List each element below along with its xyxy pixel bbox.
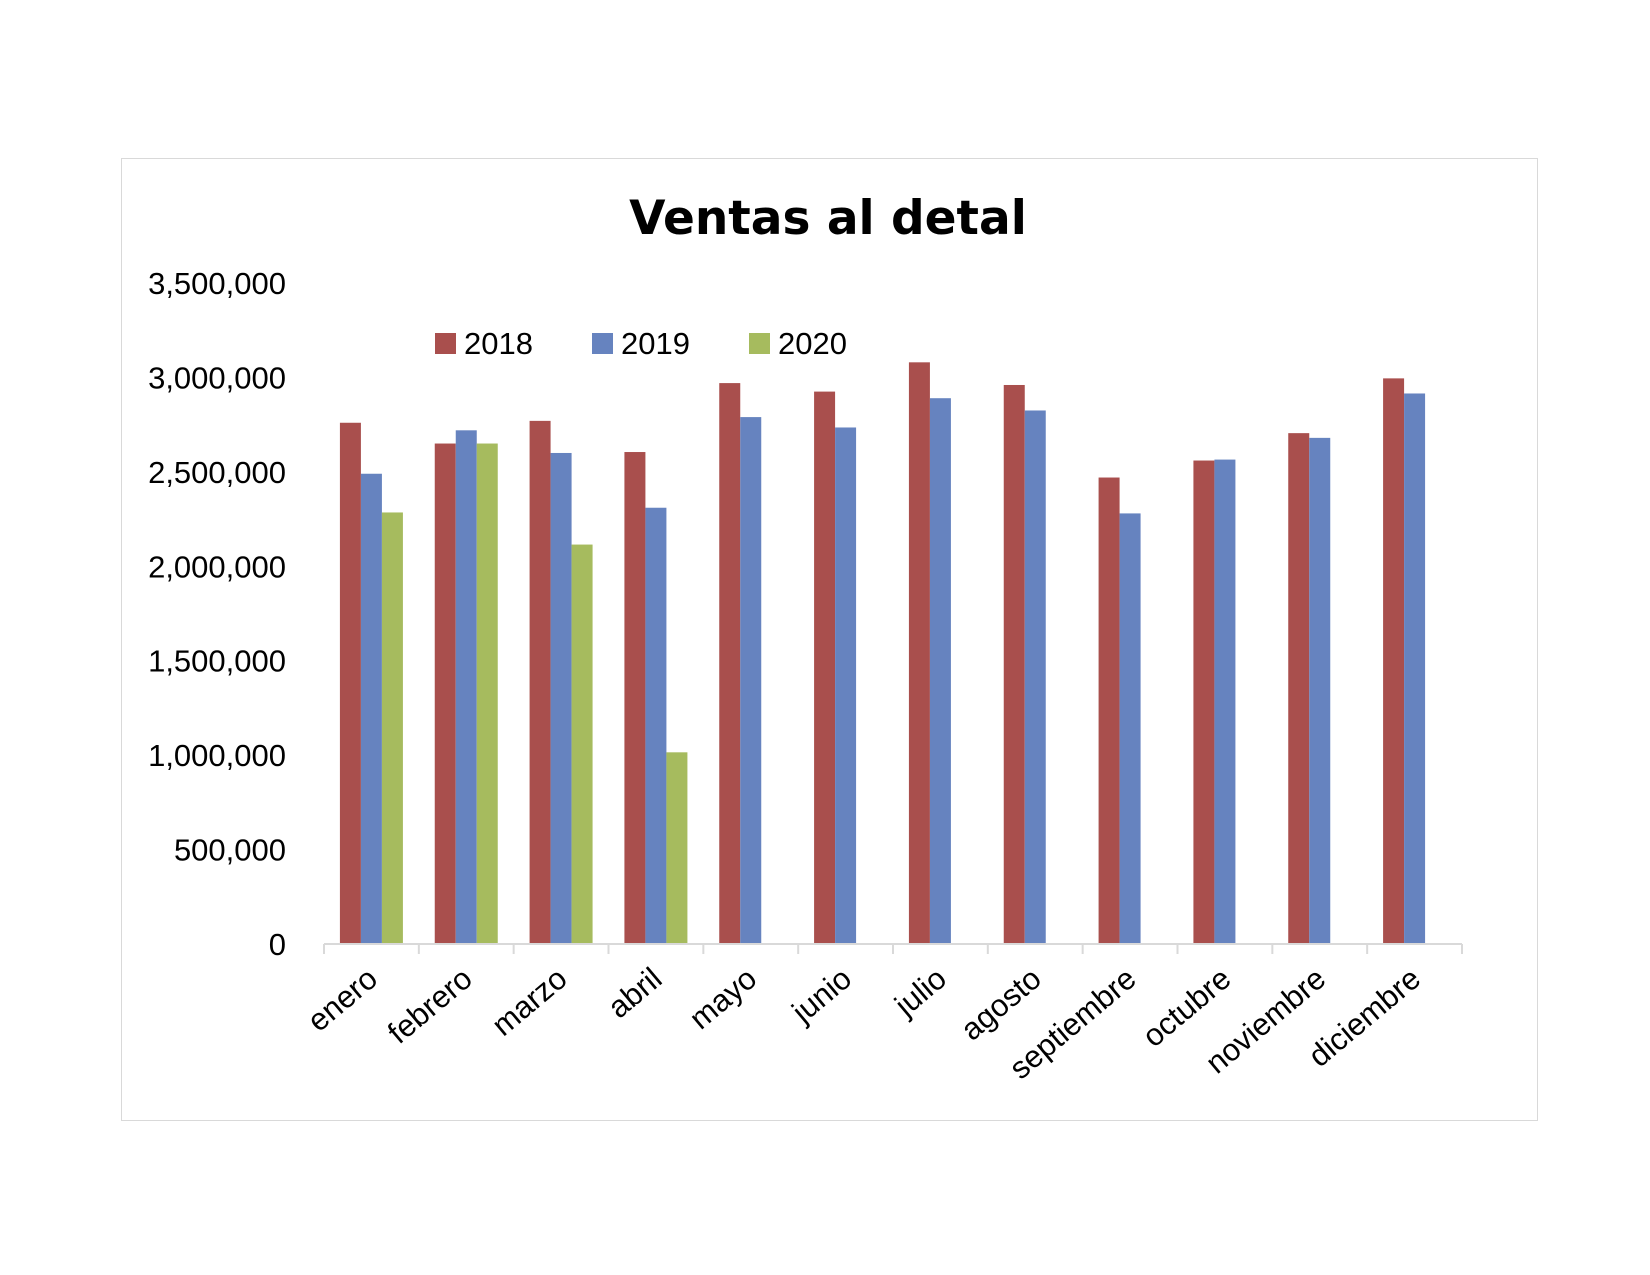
bar-2019-octubre (1214, 459, 1236, 944)
x-tick-label: junio (785, 961, 858, 1031)
bar-2019-mayo (740, 417, 762, 944)
x-tick-label: febrero (381, 961, 479, 1051)
x-tick-label: abril (601, 961, 668, 1025)
x-tick-label: enero (301, 961, 384, 1039)
bar-chart: Ventas al detal 2018 2019 2020 0 500,000 1,0… (148, 191, 1463, 1086)
bar-2018-noviembre (1288, 433, 1310, 944)
bar-2019-junio (835, 427, 857, 944)
bar-2018-mayo (719, 383, 741, 944)
y-tick-label: 1,000,000 (148, 738, 286, 773)
bar-2019-febrero (455, 430, 477, 944)
bar-2018-diciembre (1383, 378, 1405, 944)
y-tick-label: 500,000 (174, 833, 286, 868)
bar-2019-marzo (550, 452, 572, 944)
bar-2018-enero (339, 422, 361, 944)
bar-2019-noviembre (1309, 437, 1331, 944)
bar-2019-septiembre (1119, 513, 1141, 944)
legend-label-2018: 2018 (464, 326, 533, 361)
bar-2018-febrero (434, 443, 456, 944)
y-tick-label: 1,500,000 (148, 644, 286, 679)
bar-2018-agosto (1003, 384, 1025, 944)
bar-2020-enero (381, 512, 403, 944)
y-tick-label: 2,500,000 (148, 455, 286, 490)
bar-2018-octubre (1193, 460, 1215, 944)
y-tick-label: 0 (269, 927, 286, 962)
bar-2018-junio (814, 391, 836, 944)
y-tick-label: 2,000,000 (148, 549, 286, 584)
y-tick-label: 3,500,000 (148, 266, 286, 301)
bars (339, 362, 1426, 944)
bar-2019-enero (360, 473, 382, 944)
bar-2019-abril (645, 507, 667, 944)
bar-2019-agosto (1024, 410, 1046, 944)
x-tick-label: julio (887, 961, 953, 1024)
legend-label-2020: 2020 (778, 326, 847, 361)
bar-2020-febrero (476, 443, 498, 944)
y-axis: 0 500,000 1,000,000 1,500,000 2,000,000 2,500… (148, 266, 286, 962)
y-tick-label: 3,000,000 (148, 360, 286, 395)
bar-2020-marzo (571, 544, 593, 944)
chart-title: Ventas al detal (629, 191, 1027, 246)
bar-2018-marzo (529, 420, 551, 944)
legend-swatch-2018 (435, 333, 456, 354)
legend: 2018 2019 2020 (435, 326, 847, 361)
bar-2019-diciembre (1404, 393, 1426, 944)
bar-2018-julio (908, 362, 930, 944)
bar-2019-julio (929, 398, 951, 944)
x-tick-label: marzo (485, 961, 573, 1043)
x-tick-label: mayo (683, 961, 764, 1037)
chart-frame: Ventas al detal 2018 2019 2020 0 500,000 1,0… (121, 158, 1538, 1121)
legend-swatch-2020 (749, 333, 770, 354)
bar-2020-abril (666, 752, 688, 944)
legend-label-2019: 2019 (621, 326, 690, 361)
legend-swatch-2019 (592, 333, 613, 354)
bar-2018-abril (624, 452, 646, 944)
bar-2018-septiembre (1098, 477, 1120, 944)
